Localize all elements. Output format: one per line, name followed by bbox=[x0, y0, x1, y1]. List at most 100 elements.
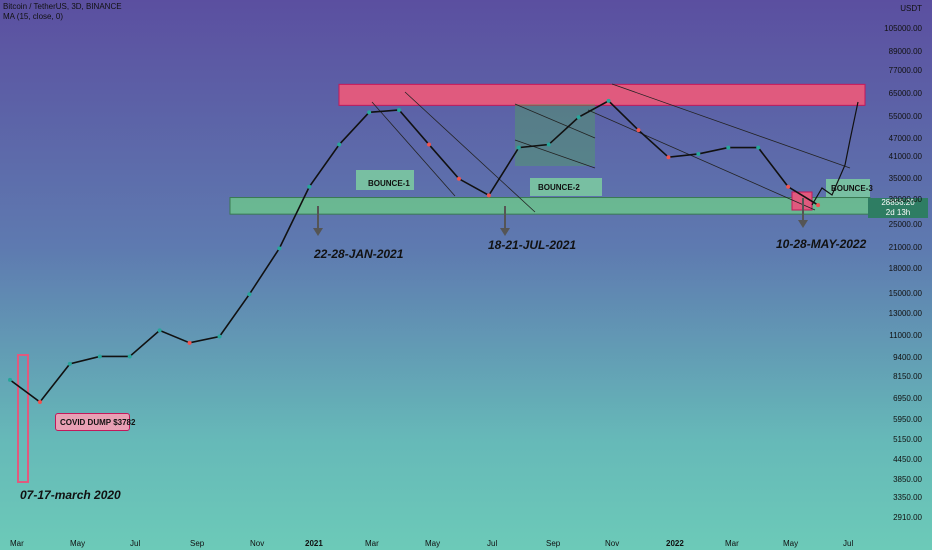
projection-line bbox=[811, 101, 859, 206]
y-tick-label: 77000.00 bbox=[888, 66, 922, 76]
bull-flag-box bbox=[515, 104, 595, 166]
jan-2021-label: 22-28-JAN-2021 bbox=[314, 247, 404, 261]
y-tick-label: 11000.00 bbox=[889, 331, 922, 341]
price-series bbox=[8, 98, 859, 405]
x-tick-label: Sep bbox=[546, 539, 561, 548]
price-point bbox=[786, 184, 791, 189]
y-tick-label: 65000.00 bbox=[888, 89, 922, 99]
price-point bbox=[516, 145, 521, 150]
price-point bbox=[397, 107, 402, 112]
resistance-zone bbox=[338, 83, 866, 106]
jul-2021-label: 18-21-JUL-2021 bbox=[488, 238, 577, 252]
x-tick-label: 2022 bbox=[666, 539, 684, 548]
x-tick-label: 2021 bbox=[305, 539, 323, 548]
y-tick-label: 35000.00 bbox=[888, 173, 922, 183]
price-point bbox=[277, 246, 282, 251]
price-point bbox=[37, 400, 42, 405]
last-price-tag: 28856.20 2d 13h bbox=[868, 198, 928, 218]
bounce-2-label: BOUNCE-2 bbox=[538, 183, 580, 192]
bounce-1-box bbox=[356, 170, 414, 190]
price-point bbox=[247, 292, 252, 297]
price-point bbox=[217, 334, 222, 339]
price-point bbox=[816, 203, 821, 208]
support-zone bbox=[229, 197, 871, 215]
ma-line bbox=[9, 99, 819, 404]
y-tick-label: 9400.00 bbox=[893, 352, 922, 362]
price-point bbox=[486, 193, 491, 198]
y-tick-label: 8150.00 bbox=[893, 372, 922, 382]
y-tick-label: 5150.00 bbox=[893, 434, 922, 444]
chart-title: Bitcoin / TetherUS, 3D, BINANCE bbox=[3, 2, 122, 11]
y-tick-label: 55000.00 bbox=[888, 112, 922, 122]
price-point bbox=[726, 145, 731, 150]
price-point bbox=[337, 142, 342, 147]
indicator-legend: MA (15, close, 0) bbox=[3, 12, 64, 21]
y-tick-label: 25000.00 bbox=[888, 219, 922, 229]
x-tick-label: May bbox=[70, 539, 86, 548]
bounce-1-label: BOUNCE-1 bbox=[368, 179, 410, 188]
last-price: 28856.20 bbox=[881, 198, 915, 207]
x-tick-label: Sep bbox=[190, 539, 205, 548]
y-tick-label: 47000.00 bbox=[888, 133, 922, 143]
y-tick-label: 2910.00 bbox=[893, 512, 922, 522]
price-point bbox=[666, 155, 671, 160]
y-tick-label: 6950.00 bbox=[893, 394, 922, 404]
price-point bbox=[8, 377, 12, 382]
x-tick-label: Mar bbox=[365, 539, 379, 548]
y-tick-label: 3850.00 bbox=[893, 474, 922, 484]
currency-label: USDT bbox=[900, 4, 922, 13]
price-point bbox=[97, 354, 102, 359]
x-tick-label: Mar bbox=[10, 539, 24, 548]
price-zones bbox=[17, 83, 871, 483]
price-point bbox=[67, 361, 72, 366]
down-arrow-icon bbox=[798, 220, 808, 228]
channel-line bbox=[514, 139, 596, 169]
price-point bbox=[187, 340, 192, 345]
y-tick-label: 15000.00 bbox=[888, 289, 922, 299]
trend-channels bbox=[371, 83, 851, 213]
march-2020-label: 07-17-march 2020 bbox=[20, 488, 121, 502]
price-point bbox=[307, 184, 312, 189]
down-arrow-icon bbox=[500, 228, 510, 236]
price-point bbox=[546, 142, 551, 147]
y-tick-label: 3350.00 bbox=[893, 493, 922, 503]
y-tick-label: 13000.00 bbox=[888, 308, 922, 318]
bounce-2-box bbox=[530, 178, 602, 196]
y-tick-label: 4450.00 bbox=[893, 454, 922, 464]
price-point bbox=[157, 328, 162, 333]
y-tick-label: 18000.00 bbox=[888, 264, 922, 274]
price-point bbox=[427, 142, 431, 147]
bar-countdown: 2d 13h bbox=[885, 208, 911, 217]
price-point bbox=[636, 128, 641, 133]
price-point bbox=[756, 145, 761, 150]
x-tick-label: Jul bbox=[487, 539, 498, 548]
covid-dump-box bbox=[17, 354, 29, 483]
price-point bbox=[606, 98, 611, 103]
x-tick-label: Mar bbox=[725, 539, 739, 548]
y-tick-label: 89000.00 bbox=[888, 46, 922, 56]
price-point bbox=[576, 115, 581, 120]
channel-line bbox=[611, 83, 851, 169]
channel-line bbox=[587, 109, 816, 211]
channel-line bbox=[404, 91, 536, 213]
may-2022-label: 10-28-MAY-2022 bbox=[776, 237, 867, 251]
price-point bbox=[367, 110, 372, 115]
x-tick-label: Jul bbox=[130, 539, 141, 548]
price-point bbox=[456, 176, 461, 181]
covid-callout: COVID DUMP $3782 bbox=[55, 413, 135, 431]
y-tick-label: 21000.00 bbox=[888, 243, 922, 253]
x-tick-label: May bbox=[425, 539, 441, 548]
channel-line bbox=[371, 101, 456, 197]
x-tick-label: Nov bbox=[605, 539, 620, 548]
y-tick-label: 41000.00 bbox=[888, 152, 922, 162]
x-tick-label: Nov bbox=[250, 539, 265, 548]
covid-callout-text: COVID DUMP $3782 bbox=[60, 418, 136, 427]
price-point bbox=[696, 151, 701, 156]
bounce-3-label: BOUNCE-3 bbox=[831, 184, 873, 193]
x-tick-label: Jul bbox=[843, 539, 854, 548]
event-markers bbox=[313, 198, 808, 236]
y-tick-label: 30000.00 bbox=[888, 194, 922, 204]
y-tick-label: 5950.00 bbox=[893, 415, 922, 425]
y-tick-label: 105000.00 bbox=[884, 24, 922, 34]
